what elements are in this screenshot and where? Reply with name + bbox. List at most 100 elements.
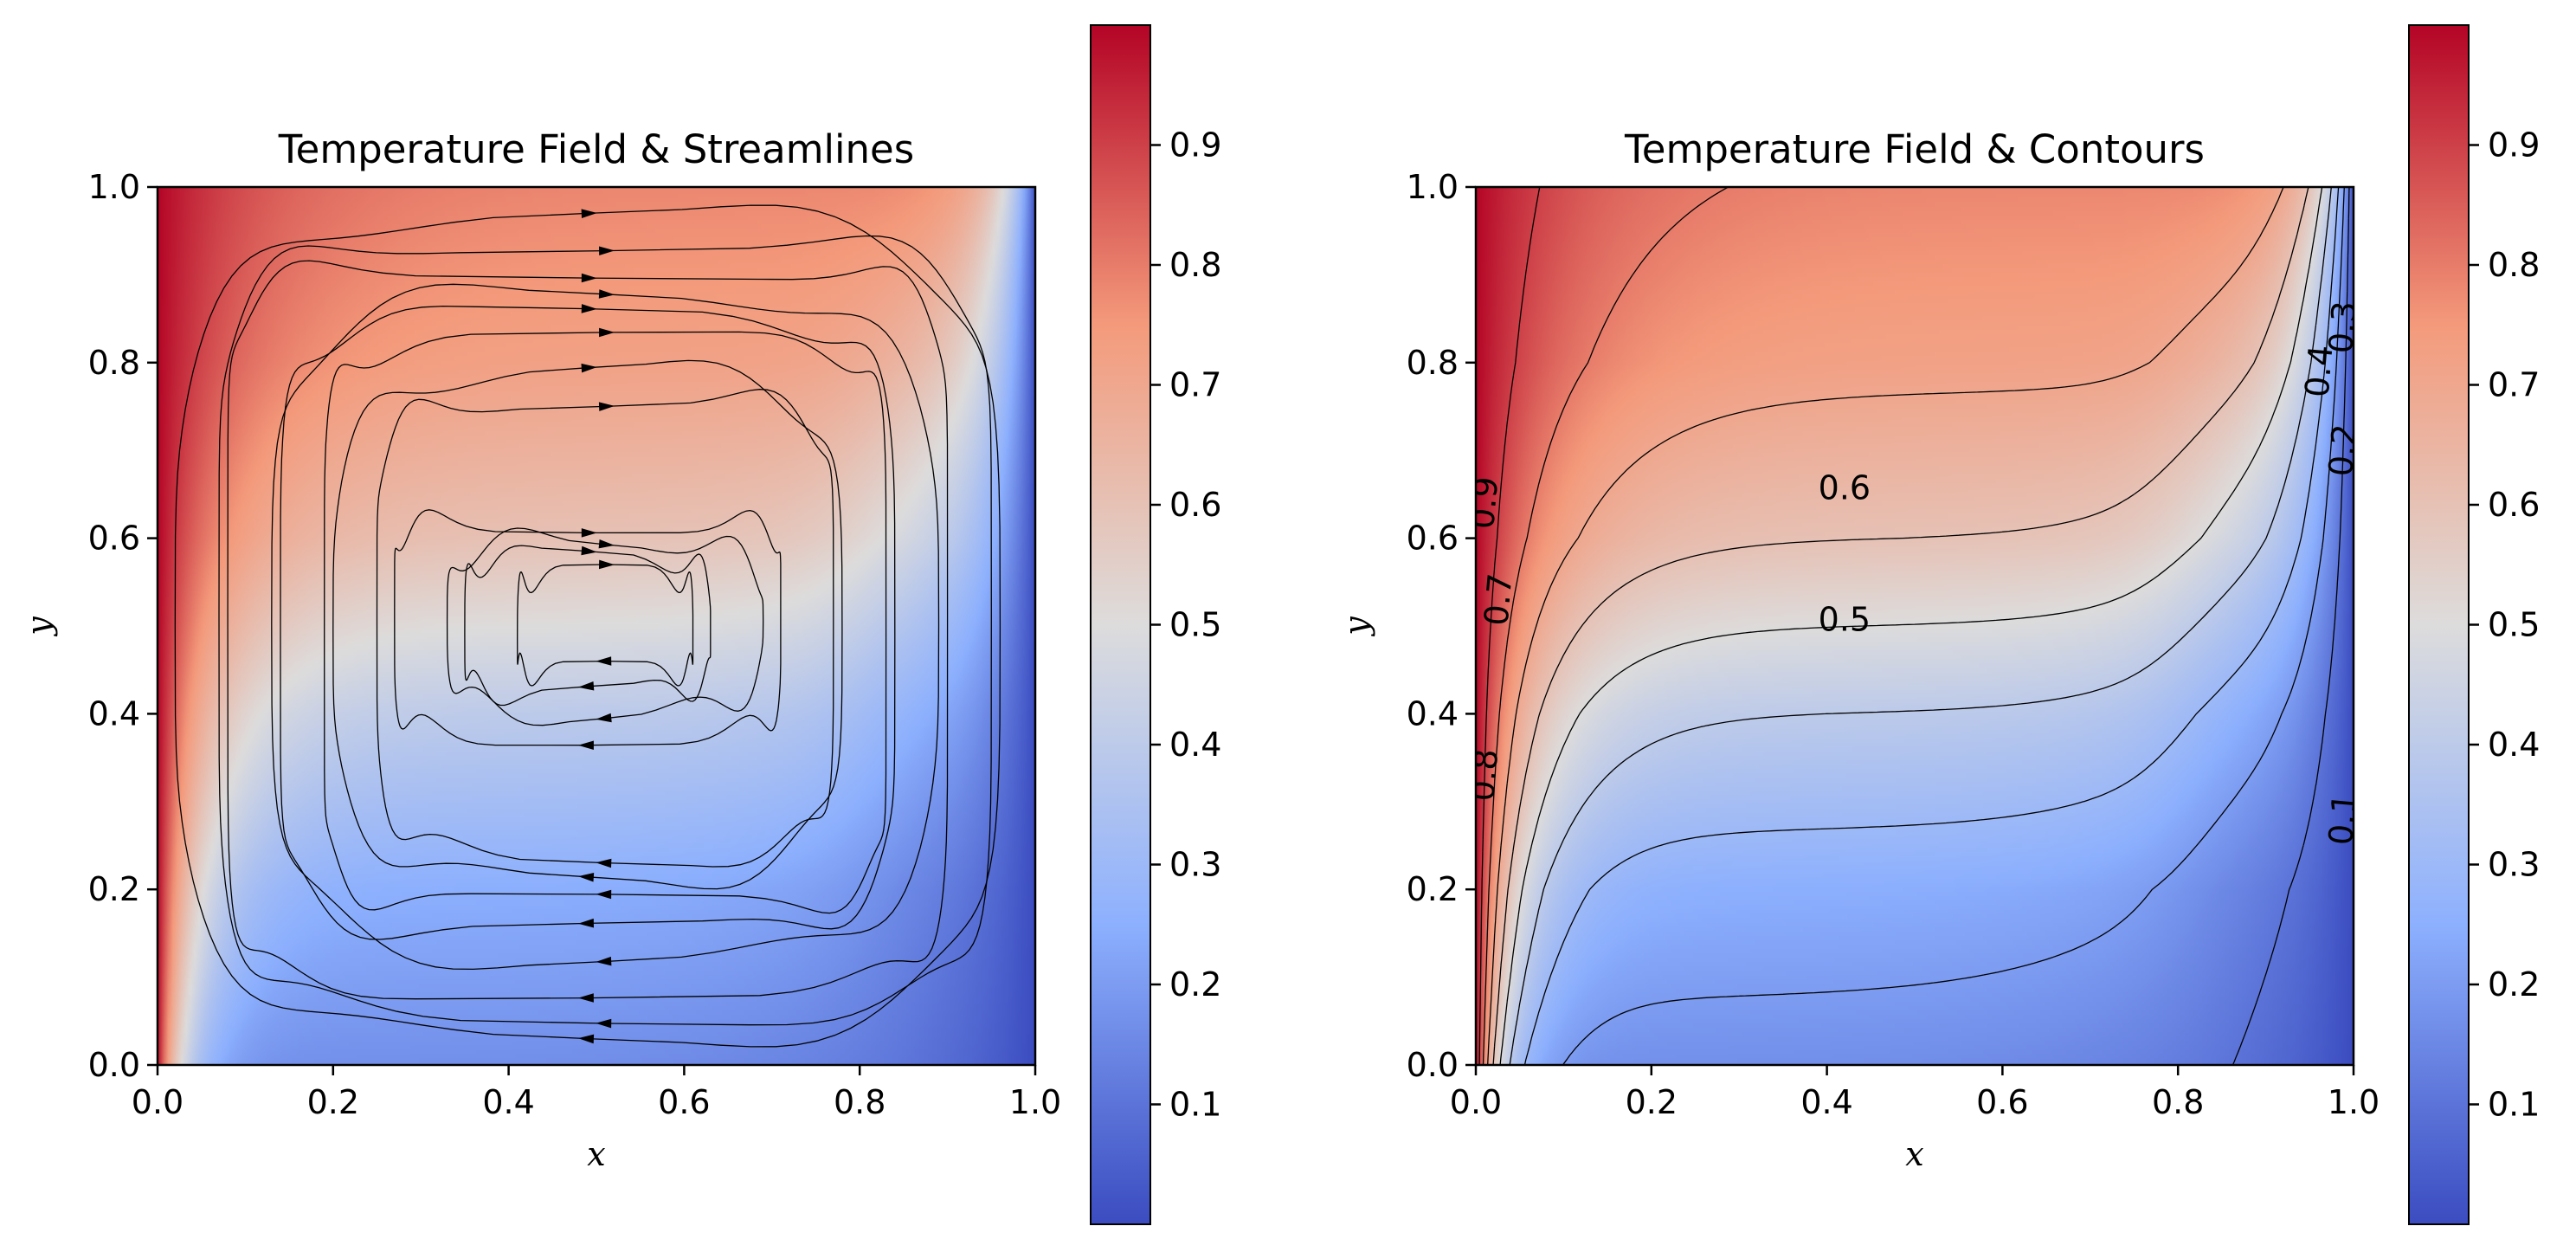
colorbar-tick-label: 0.8 [1169,246,1221,284]
streamline-arrow [598,402,615,411]
chart-title: Temperature Field & Streamlines [278,126,914,172]
colorbar-tick-label: 0.6 [1169,486,1221,524]
streamline-arrow [581,363,597,373]
colorbar-tick-label: 0.9 [1169,126,1221,165]
streamline [227,260,949,1000]
colorbar-tick-label: 0.5 [1169,606,1221,644]
x-tick-label: 1.0 [1009,1083,1061,1121]
y-tick-label: 1.0 [88,168,140,206]
contour-line [1523,187,2340,1065]
streamline [464,545,712,707]
contour-labels: 0.6 0.5 0.7 0.8 0.9 0.40.3 0.2 0.1 [1463,300,2364,847]
colorbar-tick-label: 0.2 [2488,965,2540,1004]
streamline [517,564,694,687]
streamline-arrow [596,713,612,723]
streamline-arrow [581,545,597,556]
colorbar-tick-label: 0.4 [1169,726,1221,764]
colorbar-tick-label: 0.4 [2488,726,2540,764]
y-tick-label: 0.2 [1407,870,1459,908]
y-tick-label: 0.8 [1407,344,1459,382]
colorbar: 0.1 0.2 0.3 0.4 0.5 0.6 0.7 0.8 0.9 [2408,24,2540,1225]
streamline [446,527,764,726]
contour-line [1478,187,1541,1065]
x-tick-label: 0.0 [1450,1083,1502,1121]
y-tick-label: 0.8 [88,344,140,382]
x-tick-label: 0.8 [834,1083,886,1121]
colorbar: 0.1 0.2 0.3 0.4 0.5 0.6 0.7 0.8 0.9 [1090,24,1221,1225]
contour-label: 0.1 [2322,791,2364,847]
colorbar-ticks: 0.1 0.2 0.3 0.4 0.5 0.6 0.7 0.8 0.9 [2469,126,2540,1124]
colorbar-tick-label: 0.7 [1169,366,1221,404]
streamline [218,235,992,1026]
colorbar-tick-label: 0.8 [2488,246,2540,284]
colorbar-tick-label: 0.5 [2488,606,2540,644]
x-tick-label: 1.0 [2328,1083,2380,1121]
streamline-arrow [577,993,594,1003]
y-tick-label: 0.0 [1407,1046,1459,1084]
y-tick-label: 1.0 [1407,168,1459,206]
colorbar-tick-label: 0.3 [2488,846,2540,884]
streamline-arrow [581,528,597,538]
panel-contours: Temperature Field & Contours 0.60.50.70.… [1337,24,2540,1225]
contour-label: 0.5 [1819,600,1871,638]
contour-line [2231,187,2350,1065]
streamline [271,283,940,971]
x-tick-label: 0.6 [658,1083,710,1121]
streamline-arrow [598,289,615,299]
x-tick-label: 0.4 [1800,1083,1852,1121]
streamline-arrow [596,956,612,966]
streamline [324,331,887,914]
streamline-arrow [599,559,615,570]
x-tick-label: 0.0 [132,1083,184,1121]
streamline-arrow [581,209,597,218]
contour-label: 0.6 [1819,468,1871,507]
contour-line [1509,187,2332,1065]
temperature-heatmap [1476,187,2354,1065]
x-tick-label: 0.6 [1976,1083,2028,1121]
colorbar-tick-label: 0.2 [1169,965,1221,1004]
contour-line [1482,187,1729,1065]
streamline [376,389,834,868]
streamline [280,305,896,940]
y-axis-label: y [20,616,58,637]
streamline-arrow [599,327,615,338]
y-tick-label: 0.6 [1407,520,1459,558]
streamline-arrow [577,1034,595,1044]
x-axis-label: x [587,1135,605,1173]
y-tick-label: 0.4 [88,694,140,732]
colorbar-ticks: 0.1 0.2 0.3 0.4 0.5 0.6 0.7 0.8 0.9 [1150,126,1221,1124]
streamline-arrow [598,539,615,549]
colorbar-tick-label: 0.3 [1169,846,1221,884]
streamline-arrow [581,273,597,283]
colorbar-gradient [1090,24,1151,1225]
contour-label: 0.8 [1463,747,1505,803]
y-tick-label: 0.0 [88,1046,140,1084]
streamline-arrow [577,681,595,691]
streamline [332,359,843,890]
heatmap: 0.6 0.5 0.7 0.8 0.9 0.40.3 0.2 0.1 [1463,187,2364,1065]
streamlines [174,204,1001,1048]
contour-line [1499,187,2323,1065]
contour-label: 0.2 [2322,423,2364,478]
axis-ticks: 0.0 0.2 0.4 0.6 0.8 1.0 0.0 0.2 0.4 0.6 0.8 1.0 [1407,168,2380,1121]
streamline-arrow [596,1018,612,1029]
contour-line [1492,187,2309,1065]
streamline-arrow [596,656,612,666]
temperature-heatmap [158,187,1035,1065]
streamline [394,509,782,746]
y-tick-label: 0.6 [88,520,140,558]
y-axis-label: y [1337,616,1375,637]
colorbar-tick-label: 0.7 [2488,366,2540,404]
plot-frame [156,185,1037,1067]
x-tick-label: 0.8 [2152,1083,2204,1121]
streamline-arrow [596,889,612,900]
x-axis-label: x [1905,1135,1923,1173]
panel-streamlines: Temperature Field & Streamlines 0.0 0.2 0.… [20,24,1221,1225]
colorbar-tick-label: 0.6 [2488,486,2540,524]
streamline-arrow [581,304,597,313]
streamline-arrow [596,858,612,868]
heatmap [158,187,1035,1065]
y-tick-label: 0.2 [88,870,140,908]
contour-label: 0.3 [2322,300,2364,355]
